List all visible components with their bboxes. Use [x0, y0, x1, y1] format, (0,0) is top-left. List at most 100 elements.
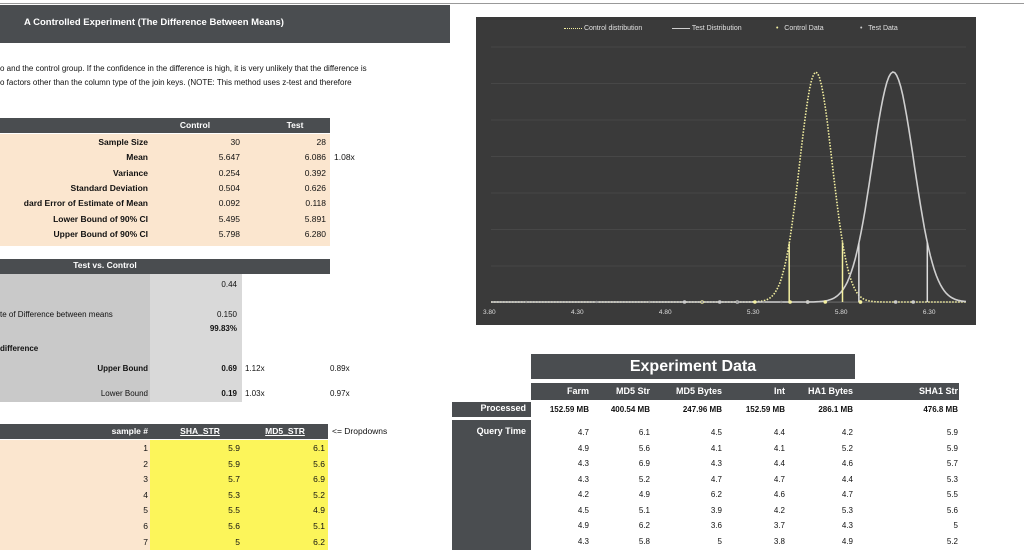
legend-control-data: • Control Data [776, 25, 824, 32]
processed-value: 476.8 MB [923, 405, 958, 414]
test-distribution-curve [491, 71, 967, 303]
test-data-point [893, 300, 898, 304]
processed-value: 286.1 MB [818, 405, 853, 414]
test-data-point [805, 300, 810, 304]
processed-value: 400.54 MB [610, 405, 650, 414]
stats-row-label: dard Error of Estimate of Mean [23, 198, 148, 209]
x-tick-label: 4.80 [658, 309, 672, 316]
experiment-cell: 4.1 [773, 443, 785, 453]
stats-row-label: Upper Bound of 90% CI [53, 228, 148, 239]
x-tick-label: 5.30 [746, 309, 760, 316]
samples-col-sha[interactable]: SHA_STR [180, 426, 220, 436]
processed-value: 152.59 MB [549, 405, 589, 414]
stats-row-control: 5.495 [218, 213, 240, 224]
stats-row-control: 0.254 [218, 167, 240, 178]
samples-col-num: sample # [111, 426, 148, 436]
sample-num: 5 [143, 505, 148, 516]
stats-row-label: Standard Deviation [70, 182, 148, 193]
sample-md5: 6.9 [313, 474, 325, 485]
tvc-upper-x2: 0.89x [330, 364, 350, 373]
stats-row-label: Variance [113, 167, 148, 178]
legend-line-test [672, 27, 690, 29]
tvc-lower-value: 0.19 [221, 389, 237, 398]
experiment-cell: 4.2 [841, 428, 853, 437]
sample-sha: 5.5 [228, 505, 240, 516]
stats-row-extra: 1.08x [334, 152, 355, 163]
experiment-cell: 3.6 [710, 521, 722, 530]
tvc-upper-label: Upper Bound [97, 364, 148, 373]
experiment-header-line [531, 383, 959, 400]
tvc-difference-label: difference [0, 344, 39, 353]
experiment-cell: 4.7 [773, 474, 785, 484]
distribution-chart-svg [491, 46, 967, 304]
stats-row-test: 0.626 [304, 182, 326, 193]
tvc-value1: 0.44 [221, 280, 237, 289]
experiment-cell: 5.8 [638, 536, 650, 546]
stats-row-control: 0.092 [218, 198, 240, 209]
stats-row-test: 28 [316, 137, 326, 147]
tvc-left-bg [0, 274, 150, 402]
processed-label: Processed [480, 403, 526, 413]
stats-row-test: 6.280 [304, 228, 326, 239]
experiment-cell: 4.6 [841, 459, 853, 468]
sheet-title: A Controlled Experiment (The Difference … [24, 17, 284, 28]
experiment-cell: 5.1 [638, 505, 650, 515]
sample-sha: 5.9 [228, 458, 240, 469]
test-data-point [911, 300, 916, 304]
experiment-cell: 5.2 [638, 474, 650, 484]
baseline-marker [736, 300, 739, 304]
query-label: Query Time [476, 426, 526, 436]
samples-col-md5[interactable]: MD5_STR [265, 426, 305, 436]
experiment-cell: 4.7 [841, 490, 853, 499]
test-data-point [717, 300, 722, 304]
sample-num: 7 [143, 536, 148, 547]
experiment-cell: 5.7 [946, 459, 958, 468]
experiment-cell: 5.6 [638, 443, 650, 453]
sample-sha: 5 [235, 536, 240, 547]
experiment-cell: 5 [953, 521, 958, 530]
query-label-bg: Query Time [452, 420, 531, 550]
experiment-title-bar: Experiment Data [531, 354, 855, 379]
sample-sha: 5.3 [228, 489, 240, 500]
experiment-cell: 5 [717, 536, 722, 546]
experiment-cell: 4.9 [638, 490, 650, 499]
experiment-cell: 4.5 [710, 428, 722, 437]
control-data-point [858, 300, 863, 304]
experiment-col-header: SHA1 Str [918, 386, 958, 396]
sample-num: 4 [143, 489, 148, 500]
experiment-title: Experiment Data [629, 358, 757, 375]
sample-sha: 5.9 [228, 443, 240, 453]
stats-col-test: Test [286, 120, 304, 130]
tvc-lower-x1: 1.03x [245, 389, 265, 398]
control-data-point [788, 300, 792, 304]
legend-line-control [564, 27, 582, 29]
legend-marker-test-data: • [860, 25, 863, 32]
experiment-cell: 4.4 [841, 474, 853, 484]
sample-md5: 6.2 [313, 536, 325, 547]
legend-label-test-dist: Test Distribution [691, 25, 742, 32]
tvc-confidence: 99.83% [209, 324, 237, 333]
experiment-cell: 5.2 [946, 536, 958, 546]
stats-row-label: Sample Size [98, 137, 148, 147]
processed-label-bg: Processed [452, 402, 531, 417]
stats-row-control: 30 [230, 137, 240, 147]
tvc-header-label: Test vs. Control [73, 260, 137, 270]
tvc-upper-value: 0.69 [221, 364, 237, 373]
tvc-header: Test vs. Control [0, 259, 330, 274]
experiment-cell: 4.5 [577, 505, 589, 515]
experiment-cell: 4.9 [577, 521, 589, 530]
experiment-cell: 6.2 [638, 521, 650, 530]
baseline-marker [524, 300, 528, 304]
experiment-cell: 4.4 [773, 459, 785, 468]
tvc-se-value: 0.150 [216, 310, 237, 319]
sample-num: 1 [143, 443, 148, 453]
sample-num: 2 [143, 458, 148, 469]
experiment-cell: 4.6 [773, 490, 785, 499]
stats-row-control: 5.647 [218, 152, 240, 163]
intro-line-2: o factors other than the column type of … [0, 78, 352, 87]
experiment-cell: 4.1 [710, 443, 722, 453]
stats-row-control: 5.798 [218, 228, 240, 239]
experiment-cell: 3.8 [773, 536, 785, 546]
sample-md5: 4.9 [313, 505, 325, 516]
experiment-cell: 4.2 [577, 490, 589, 499]
